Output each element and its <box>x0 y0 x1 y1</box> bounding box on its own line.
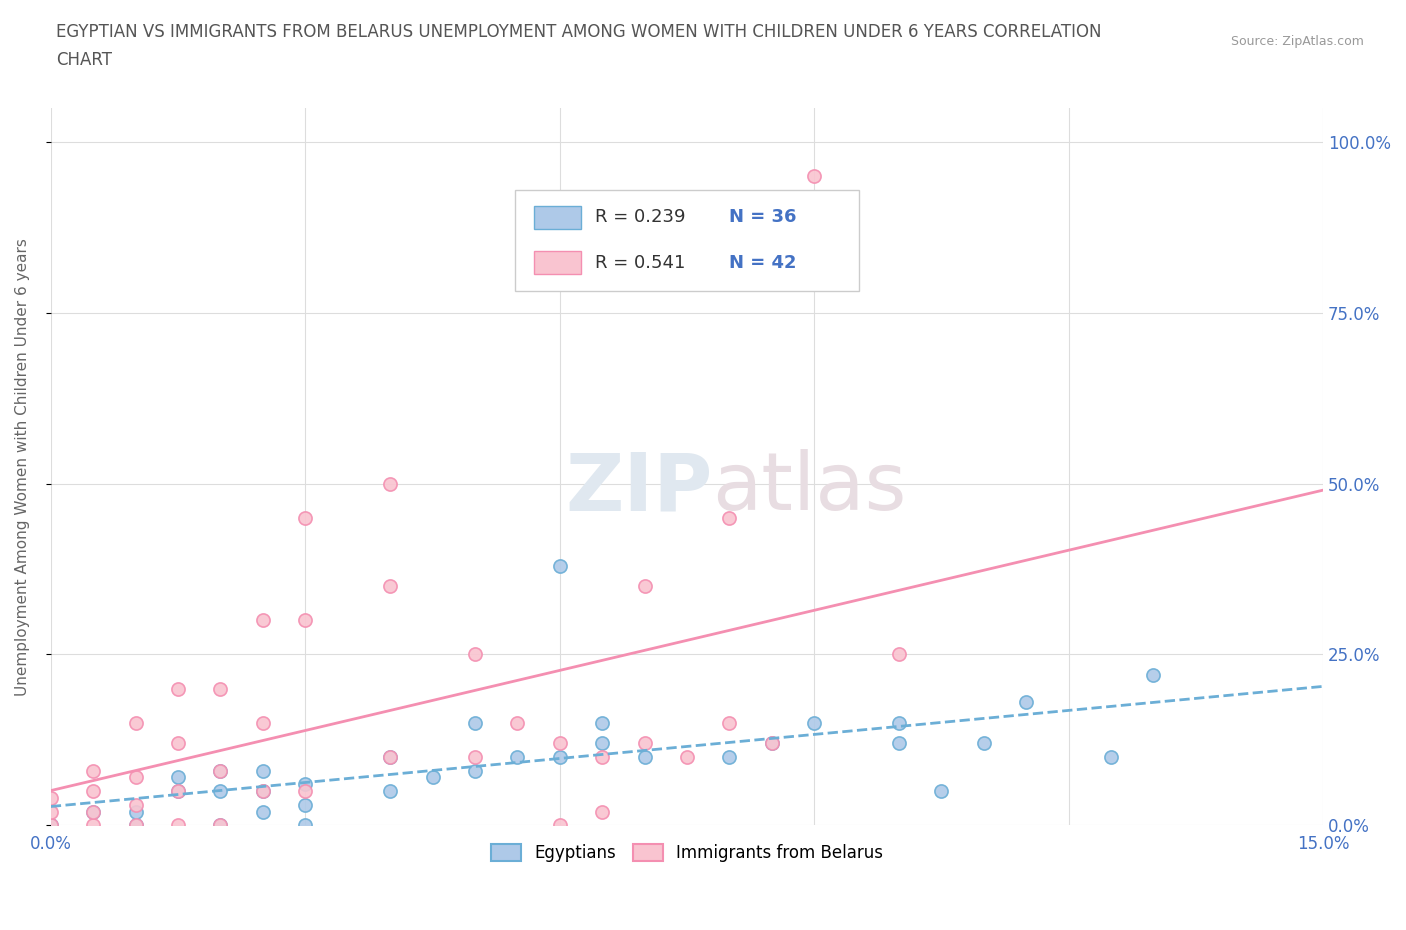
Point <box>761 736 783 751</box>
Point <box>676 750 699 764</box>
Point <box>294 797 316 812</box>
Point <box>209 681 232 696</box>
Point <box>252 784 274 799</box>
Point <box>591 750 613 764</box>
Point <box>124 817 146 832</box>
Point <box>39 804 62 819</box>
Point <box>1099 750 1122 764</box>
Point <box>82 817 104 832</box>
FancyBboxPatch shape <box>515 191 859 291</box>
FancyBboxPatch shape <box>534 206 582 229</box>
Point <box>1015 695 1038 710</box>
Point <box>39 790 62 805</box>
Point <box>464 715 486 730</box>
Point <box>167 681 190 696</box>
Point <box>378 750 401 764</box>
Point <box>124 817 146 832</box>
Point <box>464 750 486 764</box>
Point <box>718 750 741 764</box>
Point <box>633 750 655 764</box>
Point <box>252 784 274 799</box>
Point <box>378 750 401 764</box>
Point <box>506 750 529 764</box>
Point <box>209 817 232 832</box>
Point <box>803 169 825 184</box>
Point <box>506 715 529 730</box>
Text: ZIP: ZIP <box>565 449 713 527</box>
Point <box>167 770 190 785</box>
Point <box>591 804 613 819</box>
Point <box>548 736 571 751</box>
Point <box>548 558 571 573</box>
Point <box>887 647 910 662</box>
Point <box>464 647 486 662</box>
Point <box>378 784 401 799</box>
Text: N = 42: N = 42 <box>728 254 796 272</box>
Text: N = 36: N = 36 <box>728 208 796 226</box>
Point <box>82 804 104 819</box>
Point <box>82 764 104 778</box>
Point <box>209 784 232 799</box>
Point <box>378 476 401 491</box>
Point <box>633 578 655 593</box>
Point <box>124 770 146 785</box>
Point <box>591 715 613 730</box>
Point <box>973 736 995 751</box>
Point <box>422 770 444 785</box>
Point <box>167 784 190 799</box>
Point <box>294 511 316 525</box>
Y-axis label: Unemployment Among Women with Children Under 6 years: Unemployment Among Women with Children U… <box>15 238 30 696</box>
Point <box>548 817 571 832</box>
Point <box>167 784 190 799</box>
Point <box>887 715 910 730</box>
Point <box>633 736 655 751</box>
Point <box>209 817 232 832</box>
Point <box>209 764 232 778</box>
Point <box>209 764 232 778</box>
Point <box>887 736 910 751</box>
FancyBboxPatch shape <box>534 251 582 274</box>
Text: CHART: CHART <box>56 51 112 69</box>
Point <box>294 613 316 628</box>
Point <box>252 804 274 819</box>
Text: R = 0.541: R = 0.541 <box>595 254 686 272</box>
Text: EGYPTIAN VS IMMIGRANTS FROM BELARUS UNEMPLOYMENT AMONG WOMEN WITH CHILDREN UNDER: EGYPTIAN VS IMMIGRANTS FROM BELARUS UNEM… <box>56 23 1102 41</box>
Point <box>1142 668 1164 683</box>
Point <box>124 715 146 730</box>
Point <box>294 817 316 832</box>
Point <box>167 736 190 751</box>
Text: atlas: atlas <box>713 449 907 527</box>
Point <box>82 784 104 799</box>
Point <box>761 736 783 751</box>
Legend: Egyptians, Immigrants from Belarus: Egyptians, Immigrants from Belarus <box>484 837 890 869</box>
Point <box>252 764 274 778</box>
Point <box>39 817 62 832</box>
Point <box>718 511 741 525</box>
Point <box>39 817 62 832</box>
Point <box>124 797 146 812</box>
Point <box>591 736 613 751</box>
Point <box>718 715 741 730</box>
Point <box>167 817 190 832</box>
Point <box>548 750 571 764</box>
Point <box>124 804 146 819</box>
Text: R = 0.239: R = 0.239 <box>595 208 686 226</box>
Point <box>82 804 104 819</box>
Point <box>803 715 825 730</box>
Point <box>294 784 316 799</box>
Point <box>464 764 486 778</box>
Point <box>252 613 274 628</box>
Point <box>294 777 316 791</box>
Point <box>252 715 274 730</box>
Point <box>378 578 401 593</box>
Text: Source: ZipAtlas.com: Source: ZipAtlas.com <box>1230 35 1364 48</box>
Point <box>931 784 953 799</box>
